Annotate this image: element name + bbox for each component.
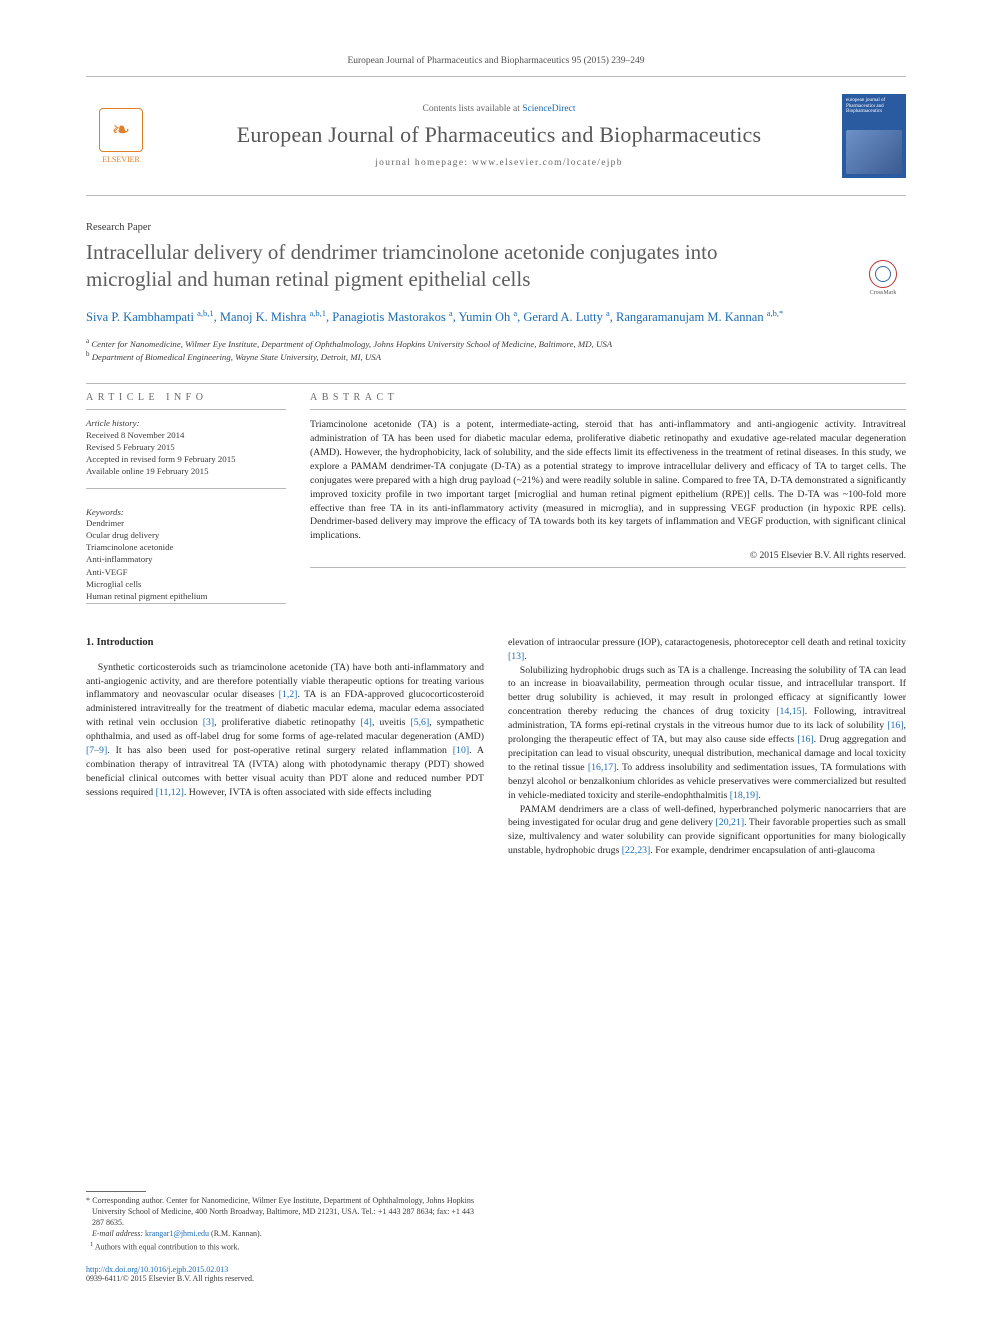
citation-link[interactable]: [7–9] xyxy=(86,745,107,756)
equal-contribution-footnote: 1 Authors with equal contribution to thi… xyxy=(86,1240,474,1253)
cover-image-icon xyxy=(846,130,902,174)
citation-link[interactable]: [16] xyxy=(797,734,813,745)
body-columns: 1. Introduction Synthetic corticosteroid… xyxy=(86,636,906,859)
citation-link[interactable]: [13] xyxy=(508,651,524,662)
article-history-label: Article history: xyxy=(86,418,286,430)
citation-link[interactable]: [1,2] xyxy=(279,689,298,700)
sciencedirect-link[interactable]: ScienceDirect xyxy=(522,104,575,114)
keyword-item: Anti-inflammatory xyxy=(86,553,286,565)
bottom-strip: http://dx.doi.org/10.1016/j.ejpb.2015.02… xyxy=(86,1265,906,1283)
corresponding-author-footnote: * Corresponding author. Center for Nanom… xyxy=(86,1196,474,1228)
contents-prefix: Contents lists available at xyxy=(422,104,522,114)
keyword-item: Ocular drug delivery xyxy=(86,529,286,541)
article-title: Intracellular delivery of dendrimer tria… xyxy=(86,239,776,293)
keywords-list: DendrimerOcular drug deliveryTriamcinolo… xyxy=(86,517,286,603)
history-online: Available online 19 February 2015 xyxy=(86,466,286,478)
issn-copyright: 0939-6411/© 2015 Elsevier B.V. All right… xyxy=(86,1274,906,1283)
article-info-label: ARTICLE INFO xyxy=(86,384,286,409)
journal-masthead: ❧ ELSEVIER Contents lists available at S… xyxy=(86,76,906,196)
divider xyxy=(86,488,286,489)
cover-title: european journal ofPharmaceutics andBiop… xyxy=(846,98,902,115)
article-type: Research Paper xyxy=(86,222,906,233)
history-received: Received 8 November 2014 xyxy=(86,430,286,442)
keywords-label: Keywords: xyxy=(86,507,286,517)
email-owner: (R.M. Kannan). xyxy=(211,1229,262,1238)
keyword-item: Triamcinolone acetonide xyxy=(86,541,286,553)
elsevier-name: ELSEVIER xyxy=(86,155,156,164)
keyword-item: Dendrimer xyxy=(86,517,286,529)
citation-link[interactable]: [4] xyxy=(361,717,372,728)
citation-link[interactable]: [5,6] xyxy=(410,717,429,728)
journal-homepage: journal homepage: www.elsevier.com/locat… xyxy=(156,158,842,168)
header-citation: European Journal of Pharmaceutics and Bi… xyxy=(86,56,906,66)
affiliations: a Center for Nanomedicine, Wilmer Eye In… xyxy=(86,337,906,363)
body-paragraph: PAMAM dendrimers are a class of well-def… xyxy=(508,803,906,859)
journal-cover-thumbnail: european journal ofPharmaceutics andBiop… xyxy=(842,94,906,178)
citation-link[interactable]: [14,15] xyxy=(776,706,805,717)
crossmark-badge[interactable]: CrossMark xyxy=(860,260,906,296)
abstract-label: ABSTRACT xyxy=(310,384,906,409)
email-label: E-mail address: xyxy=(92,1229,143,1238)
divider xyxy=(310,567,906,568)
footnote-rule xyxy=(86,1191,146,1192)
section-heading-introduction: 1. Introduction xyxy=(86,636,484,651)
affiliation-b: b Department of Biomedical Engineering, … xyxy=(86,350,906,363)
citation-link[interactable]: [16,17] xyxy=(588,762,617,773)
citation-link[interactable]: [3] xyxy=(203,717,214,728)
citation-link[interactable]: [16] xyxy=(887,720,903,731)
citation-link[interactable]: [20,21] xyxy=(716,817,745,828)
keyword-item: Human retinal pigment epithelium xyxy=(86,590,286,602)
divider xyxy=(86,603,286,604)
corresponding-email-link[interactable]: krangar1@jhmi.edu xyxy=(145,1229,209,1238)
journal-name: European Journal of Pharmaceutics and Bi… xyxy=(156,122,842,148)
body-paragraph: Solubilizing hydrophobic drugs such as T… xyxy=(508,664,906,803)
authors: Siva P. Kambhampati a,b,1, Manoj K. Mish… xyxy=(86,307,846,327)
abstract-text: Triamcinolone acetonide (TA) is a potent… xyxy=(310,410,906,543)
keyword-item: Anti-VEGF xyxy=(86,566,286,578)
crossmark-label: CrossMark xyxy=(870,290,897,296)
history-accepted: Accepted in revised form 9 February 2015 xyxy=(86,454,286,466)
citation-link[interactable]: [18,19] xyxy=(730,790,759,801)
elsevier-logo: ❧ ELSEVIER xyxy=(86,108,156,164)
citation-link[interactable]: [11,12] xyxy=(156,787,184,798)
body-paragraph: Synthetic corticosteroids such as triamc… xyxy=(86,661,484,800)
keyword-item: Microglial cells xyxy=(86,578,286,590)
contents-list-line: Contents lists available at ScienceDirec… xyxy=(156,104,842,114)
affiliation-a: a Center for Nanomedicine, Wilmer Eye In… xyxy=(86,337,906,350)
body-paragraph: elevation of intraocular pressure (IOP),… xyxy=(508,636,906,664)
citation-link[interactable]: [10] xyxy=(453,745,469,756)
doi-link[interactable]: http://dx.doi.org/10.1016/j.ejpb.2015.02… xyxy=(86,1265,906,1274)
abstract-copyright: © 2015 Elsevier B.V. All rights reserved… xyxy=(310,551,906,561)
elsevier-tree-icon: ❧ xyxy=(99,108,143,152)
citation-link[interactable]: [22,23] xyxy=(622,845,651,856)
footnotes: * Corresponding author. Center for Nanom… xyxy=(86,1191,474,1253)
abstract-column: ABSTRACT Triamcinolone acetonide (TA) is… xyxy=(310,384,906,603)
crossmark-icon xyxy=(869,260,897,288)
article-info-column: ARTICLE INFO Article history: Received 8… xyxy=(86,384,286,603)
email-footnote: E-mail address: krangar1@jhmi.edu (R.M. … xyxy=(86,1229,474,1240)
history-revised: Revised 5 February 2015 xyxy=(86,442,286,454)
